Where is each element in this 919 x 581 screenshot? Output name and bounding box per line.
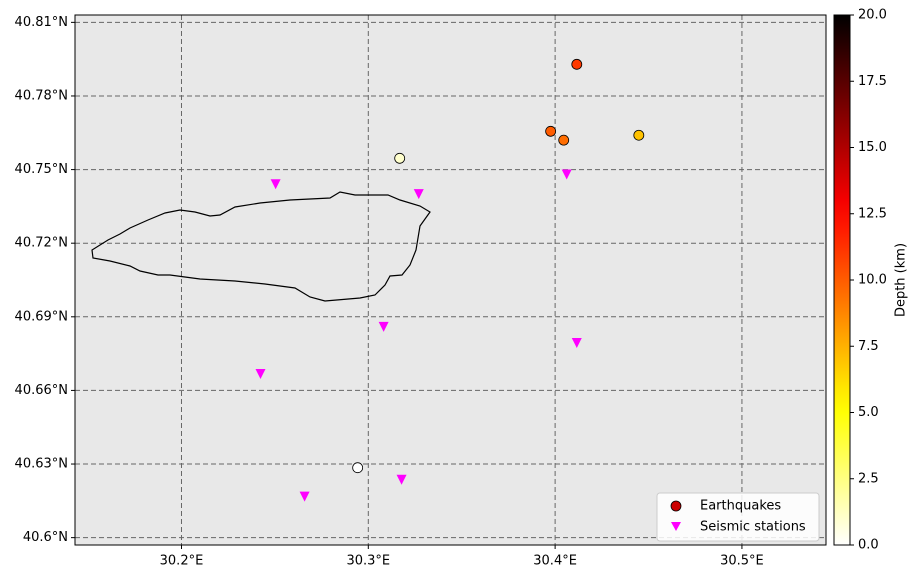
lake-outline — [91, 191, 431, 302]
y-tick-label: 40.6°N — [23, 530, 68, 545]
station-point — [378, 321, 389, 332]
y-tick-label: 40.78°N — [15, 88, 68, 103]
station-point — [561, 169, 572, 180]
colorbar-label: Depth (km) — [894, 243, 909, 317]
plot-frame — [74, 14, 827, 546]
colorbar-tick-label: 7.5 — [858, 339, 879, 354]
y-tick-label: 40.81°N — [15, 15, 68, 30]
station-point — [299, 491, 310, 502]
x-tick-label: 30.5°E — [720, 554, 764, 569]
legend: Earthquakes Seismic stations — [656, 492, 820, 542]
colorbar-tick-label: 2.5 — [858, 471, 879, 486]
legend-label: Earthquakes — [700, 499, 781, 514]
y-tick-label: 40.63°N — [15, 457, 68, 472]
y-tick-label: 40.72°N — [15, 236, 68, 251]
station-point — [270, 179, 281, 190]
legend-label: Seismic stations — [700, 520, 806, 535]
y-tick-label: 40.69°N — [15, 309, 68, 324]
x-tick-label: 30.4°E — [533, 554, 577, 569]
station-point — [255, 368, 266, 379]
map-background — [75, 15, 826, 545]
colorbar-tick-label: 5.0 — [858, 405, 879, 420]
y-tick-label: 40.66°N — [15, 383, 68, 398]
x-tick-label: 30.3°E — [346, 554, 390, 569]
legend-box — [656, 492, 820, 542]
colorbar-tick-label: 0.0 — [858, 538, 879, 553]
earthquake-point — [545, 125, 557, 137]
station-point — [413, 189, 424, 200]
colorbar-tick-label: 17.5 — [858, 74, 887, 89]
colorbar — [833, 14, 851, 546]
colorbar-tick-label: 12.5 — [858, 206, 887, 221]
earthquake-point — [394, 152, 406, 164]
colorbar-tick-label: 20.0 — [858, 8, 887, 23]
station-point — [396, 474, 407, 485]
earthquake-point — [558, 134, 570, 146]
colorbar-tick-label: 10.0 — [858, 273, 887, 288]
earthquake-point — [352, 462, 364, 474]
station-point — [571, 338, 582, 349]
earthquake-point — [633, 129, 645, 141]
colorbar-tick-label: 15.0 — [858, 140, 887, 155]
y-tick-label: 40.75°N — [15, 162, 68, 177]
x-tick-label: 30.2°E — [160, 554, 204, 569]
legend-marker — [671, 522, 681, 531]
legend-marker — [670, 500, 682, 512]
earthquake-point — [571, 58, 583, 70]
